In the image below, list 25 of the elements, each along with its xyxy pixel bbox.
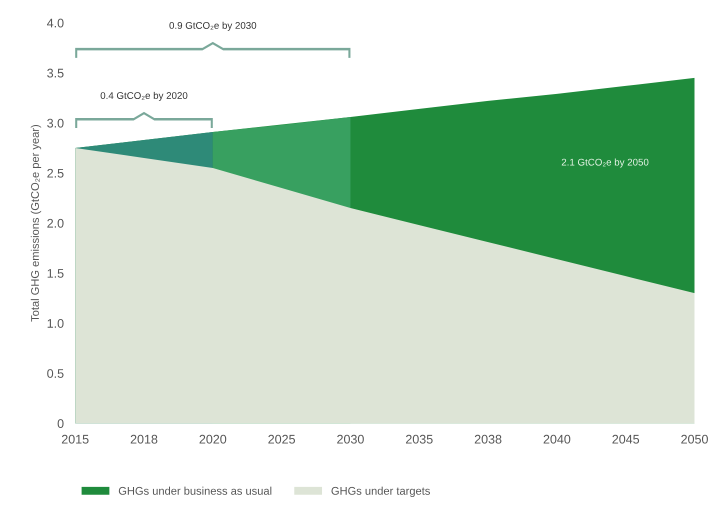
x-tick-label: 2038	[474, 434, 502, 444]
x-tick-label: 2050	[681, 434, 708, 444]
x-tick-label: 2045	[612, 434, 640, 444]
y-tick-label: 0	[58, 419, 64, 428]
y-tick-label: 4.0	[46, 18, 64, 28]
y-tick-label: 1.5	[48, 269, 64, 278]
annotation: 0.4 GtCO₂e by 2020	[100, 92, 188, 101]
y-axis-title: Total GHG emissions (GtCO₂e per year)	[30, 124, 42, 322]
x-tick-label: 2020	[200, 434, 226, 444]
y-tick-label: 3.0	[47, 118, 64, 128]
y-tick-label: 3.5	[47, 68, 64, 78]
legend-label: GHGs under business as usual	[118, 486, 272, 495]
y-tick-label: 1.0	[48, 319, 64, 328]
x-tick-label: 2030	[337, 434, 364, 444]
x-tick-label: 2015	[62, 434, 89, 444]
legend-label: GHGs under targets	[331, 486, 430, 497]
annotation: 0.9 GtCO₂e by 2030	[169, 22, 256, 31]
y-tick-label: 0.5	[47, 369, 64, 378]
y-tick-label: 2.0	[47, 218, 64, 228]
y-tick-label: 2.5	[47, 168, 64, 178]
annotation: 2.1 GtCO₂e by 2050	[562, 158, 648, 168]
x-tick-label: 2040	[544, 434, 570, 444]
x-tick-label: 2018	[130, 434, 158, 444]
x-tick-label: 2035	[406, 434, 433, 444]
x-tick-label: 2025	[268, 434, 296, 444]
